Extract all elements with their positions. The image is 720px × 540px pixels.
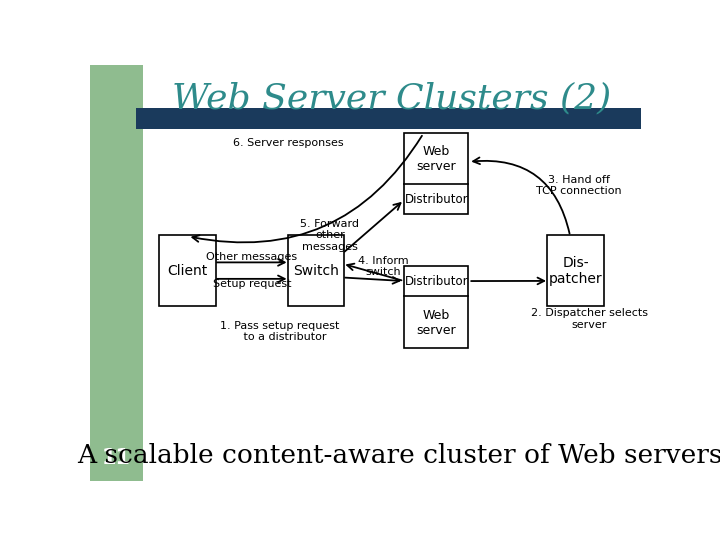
Text: 3. Hand off
TCP connection: 3. Hand off TCP connection [536,174,622,196]
Text: A scalable content-aware cluster of Web servers: A scalable content-aware cluster of Web … [77,443,720,468]
Text: 2. Dispatcher selects
server: 2. Dispatcher selects server [531,308,648,329]
Text: Client: Client [168,264,208,278]
FancyBboxPatch shape [288,235,344,306]
Bar [404,266,468,348]
Text: Other messages: Other messages [206,252,297,262]
Text: 1. Pass setup request
   to a distributor: 1. Pass setup request to a distributor [220,321,339,342]
FancyBboxPatch shape [547,235,603,306]
Text: Setup request: Setup request [212,279,291,289]
Text: Distributor: Distributor [405,193,468,206]
Text: Web
server: Web server [416,145,456,173]
FancyBboxPatch shape [159,235,216,306]
FancyBboxPatch shape [125,63,652,435]
Bar [136,109,642,129]
Text: Dis-
patcher: Dis- patcher [549,255,602,286]
Text: Web Server Clusters (2): Web Server Clusters (2) [171,81,611,115]
Text: 11: 11 [102,448,131,468]
Text: 5. Forward
other
messages: 5. Forward other messages [300,219,359,252]
Text: Web
server: Web server [416,309,456,337]
Text: Switch: Switch [293,264,339,278]
Bar [90,65,143,481]
Text: 6. Server responses: 6. Server responses [233,138,343,148]
Bar [404,133,468,214]
Text: 4. Inform
switch: 4. Inform switch [358,255,408,277]
Text: Distributor: Distributor [405,274,468,288]
